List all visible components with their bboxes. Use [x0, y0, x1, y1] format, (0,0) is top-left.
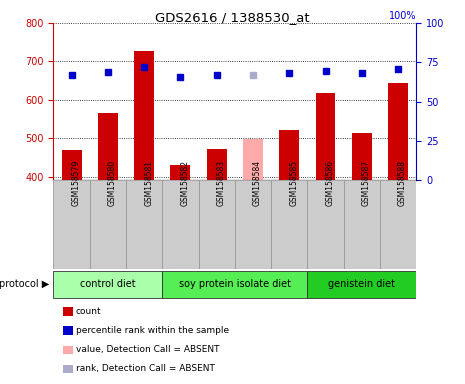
Text: GSM158583: GSM158583: [217, 160, 226, 206]
Bar: [207, 149, 226, 180]
Bar: [243, 139, 263, 180]
Text: control diet: control diet: [80, 279, 136, 289]
Bar: [98, 113, 118, 180]
Text: GSM158587: GSM158587: [362, 160, 371, 206]
Bar: [271, 180, 307, 269]
Bar: [90, 180, 126, 269]
Bar: [62, 150, 81, 180]
Text: GSM158585: GSM158585: [289, 160, 298, 206]
Bar: [199, 180, 235, 269]
Bar: [279, 130, 299, 180]
Text: GSM158579: GSM158579: [72, 160, 80, 206]
Bar: [53, 180, 90, 269]
Text: GSM158588: GSM158588: [398, 160, 407, 206]
Text: percentile rank within the sample: percentile rank within the sample: [76, 326, 229, 335]
Text: soy protein isolate diet: soy protein isolate diet: [179, 279, 291, 289]
Bar: [162, 180, 199, 269]
Text: GSM158581: GSM158581: [144, 160, 153, 206]
Bar: [53, 271, 162, 298]
Bar: [352, 133, 372, 180]
Bar: [316, 93, 335, 180]
Text: GSM158582: GSM158582: [180, 160, 189, 206]
Bar: [344, 180, 380, 269]
Text: 100%: 100%: [389, 12, 416, 22]
Bar: [134, 51, 154, 180]
Text: GSM158586: GSM158586: [326, 160, 334, 206]
Text: GSM158584: GSM158584: [253, 160, 262, 206]
Bar: [307, 271, 416, 298]
Text: GSM158580: GSM158580: [108, 160, 117, 206]
Text: GDS2616 / 1388530_at: GDS2616 / 1388530_at: [155, 12, 310, 25]
Text: protocol ▶: protocol ▶: [0, 279, 49, 289]
Bar: [162, 271, 307, 298]
Bar: [307, 180, 344, 269]
Bar: [53, 180, 416, 269]
Text: genistein diet: genistein diet: [328, 279, 395, 289]
Bar: [126, 180, 162, 269]
Text: count: count: [76, 306, 101, 316]
Bar: [380, 180, 416, 269]
Bar: [171, 165, 190, 180]
Text: value, Detection Call = ABSENT: value, Detection Call = ABSENT: [76, 345, 219, 354]
Bar: [388, 83, 408, 180]
Bar: [235, 180, 271, 269]
Text: rank, Detection Call = ABSENT: rank, Detection Call = ABSENT: [76, 364, 215, 373]
